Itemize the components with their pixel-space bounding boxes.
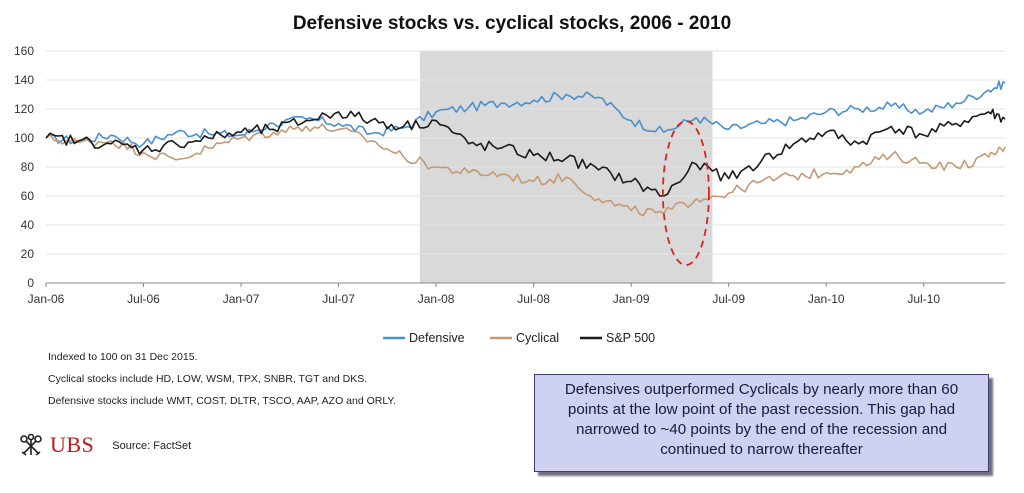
x-tick-label: Jul-08	[517, 292, 550, 306]
y-tick-label: 160	[14, 44, 34, 58]
footnotes: Indexed to 100 on 31 Dec 2015. Cyclical …	[48, 346, 396, 412]
brand-name: UBS	[50, 432, 95, 457]
callout-text: Defensives outperformed Cyclicals by nea…	[564, 381, 959, 458]
y-tick-label: 140	[14, 73, 34, 87]
x-tick-label: Jan-07	[223, 292, 260, 306]
x-tick-label: Jan-08	[418, 292, 455, 306]
highlight-ellipse	[662, 120, 710, 267]
footnote-cyclical: Cyclical stocks include HD, LOW, WSM, TP…	[48, 373, 368, 385]
callout-box: Defensives outperformed Cyclicals by nea…	[534, 374, 989, 472]
x-tick-label: Jul-07	[322, 292, 355, 306]
ubs-keys-logo-icon	[18, 433, 44, 457]
x-tick-label: Jan-06	[28, 292, 65, 306]
legend-label: Defensive	[409, 331, 465, 345]
y-tick-label: 80	[21, 160, 35, 174]
chart: Defensive stocks vs. cyclical stocks, 20…	[14, 13, 1006, 345]
chart-title: Defensive stocks vs. cyclical stocks, 20…	[293, 13, 731, 34]
y-tick-label: 120	[14, 102, 34, 116]
x-tick-label: Jan-09	[613, 292, 650, 306]
brand: UBS Source: FactSet	[18, 432, 191, 458]
x-tick-label: Jul-06	[127, 292, 160, 306]
legend-label: Cyclical	[516, 331, 559, 345]
footnote-defensive: Defensive stocks include WMT, COST, DLTR…	[48, 395, 396, 407]
y-tick-label: 0	[27, 276, 34, 290]
x-tick-label: Jul-09	[712, 292, 745, 306]
source-note: Source: FactSet	[112, 440, 192, 452]
y-tick-label: 100	[14, 131, 34, 145]
y-tick-label: 20	[21, 247, 35, 261]
x-tick-label: Jul-10	[907, 292, 940, 306]
y-tick-label: 60	[21, 189, 35, 203]
y-tick-label: 40	[21, 218, 35, 232]
footnote-index: Indexed to 100 on 31 Dec 2015.	[48, 351, 198, 363]
legend-label: S&P 500	[606, 331, 655, 345]
x-tick-label: Jan-10	[808, 292, 845, 306]
